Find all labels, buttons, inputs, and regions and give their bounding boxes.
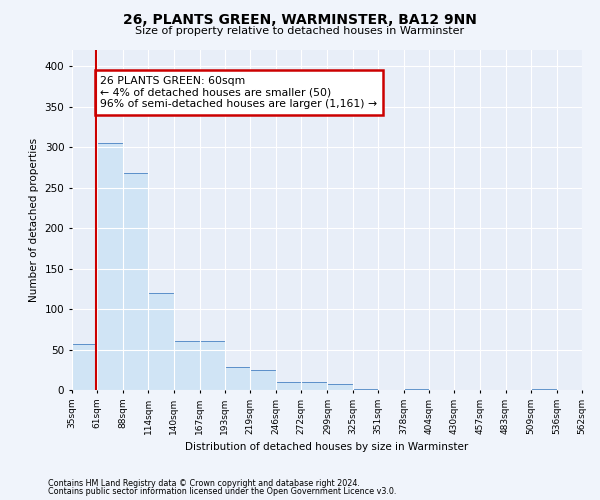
Text: Size of property relative to detached houses in Warminster: Size of property relative to detached ho… [136,26,464,36]
Bar [123,173,148,390]
Bar [148,293,173,390]
Bar [404,389,429,390]
Text: 26, PLANTS GREEN, WARMINSTER, BA12 9NN: 26, PLANTS GREEN, WARMINSTER, BA12 9NN [123,12,477,26]
Bar [353,389,378,390]
Text: Contains HM Land Registry data © Crown copyright and database right 2024.: Contains HM Land Registry data © Crown c… [48,478,360,488]
Text: 26 PLANTS GREEN: 60sqm
← 4% of detached houses are smaller (50)
96% of semi-deta: 26 PLANTS GREEN: 60sqm ← 4% of detached … [100,76,377,109]
Bar [173,342,200,390]
Bar [97,143,123,390]
Bar [72,344,97,390]
Bar [225,368,250,390]
Bar [200,342,225,390]
Bar [531,389,557,390]
Y-axis label: Number of detached properties: Number of detached properties [29,138,39,302]
Bar [328,384,353,390]
X-axis label: Distribution of detached houses by size in Warminster: Distribution of detached houses by size … [185,442,469,452]
Bar [301,382,328,390]
Bar [276,382,301,390]
Text: Contains public sector information licensed under the Open Government Licence v3: Contains public sector information licen… [48,487,397,496]
Bar [250,370,276,390]
